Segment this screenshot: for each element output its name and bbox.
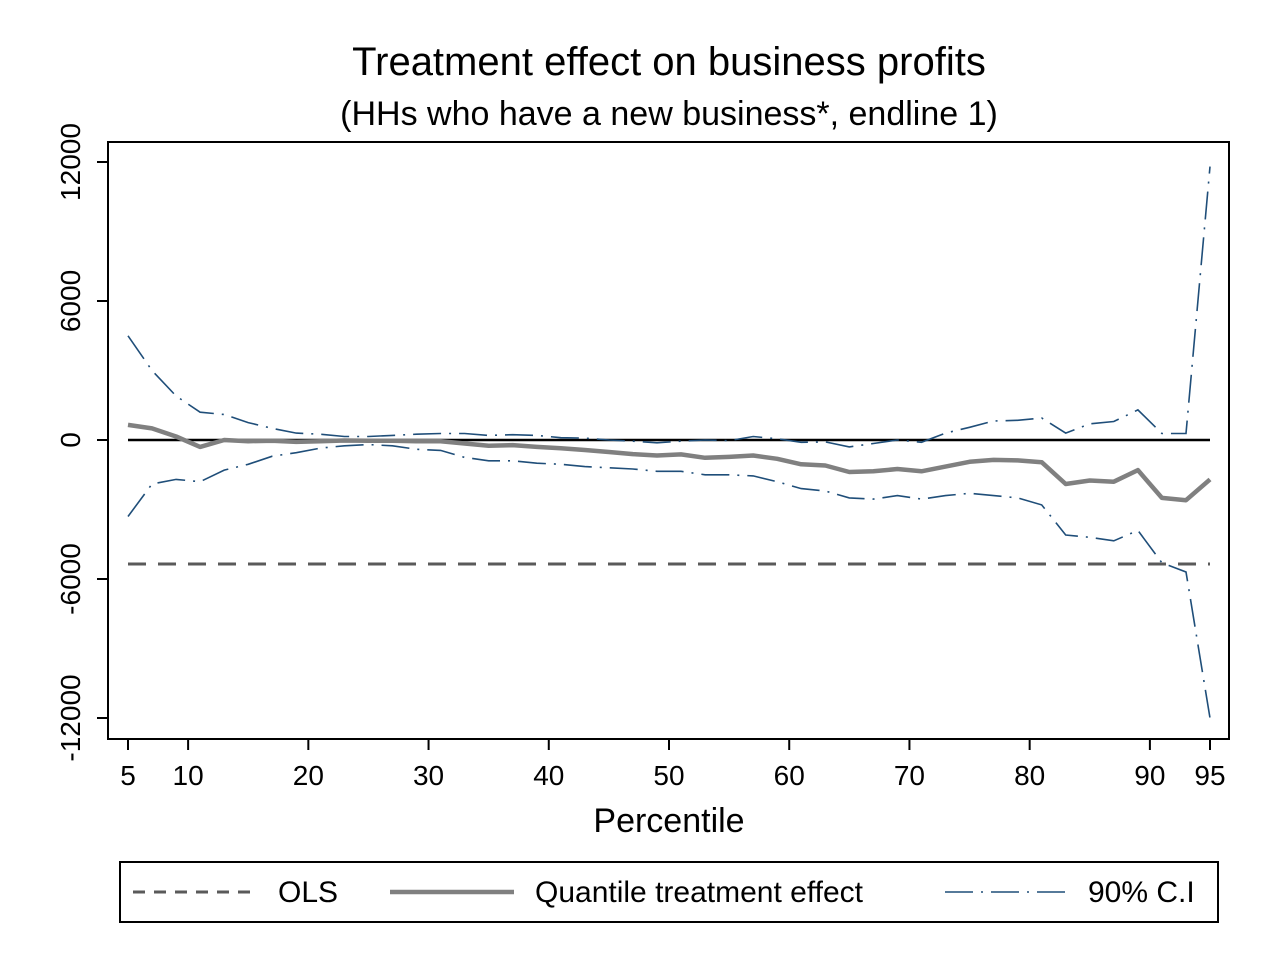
- legend: OLS Quantile treatment effect 90% C.I: [119, 861, 1219, 923]
- y-tick-label: -6000: [55, 543, 86, 615]
- plot-area: [127, 166, 1212, 719]
- chart-subtitle: (HHs who have a new business*, endline 1…: [340, 95, 998, 133]
- x-tick-label: 95: [1194, 760, 1225, 791]
- quantile-effect-line: [127, 422, 1212, 503]
- x-tick-label: 20: [293, 760, 324, 791]
- legend-quantile-label: Quantile treatment effect: [535, 876, 864, 909]
- ci-upper-line: [127, 166, 1211, 448]
- y-tick-label: 12000: [55, 123, 86, 201]
- ci-lower-line: [127, 443, 1211, 719]
- x-tick-label: 70: [894, 760, 925, 791]
- x-tick-label: 5: [120, 760, 136, 791]
- y-tick-label: 0: [55, 432, 86, 448]
- x-tick-label: 50: [653, 760, 684, 791]
- y-tick-label: -12000: [55, 674, 86, 761]
- legend-box: [119, 861, 1219, 923]
- x-tick-label: 40: [533, 760, 564, 791]
- x-tick-label: 30: [413, 760, 444, 791]
- legend-ols-label: OLS: [278, 876, 338, 909]
- x-tick-label: 60: [774, 760, 805, 791]
- y-tick-label: 6000: [55, 270, 86, 332]
- x-tick-label: 10: [173, 760, 204, 791]
- x-tick-label: 90: [1134, 760, 1165, 791]
- x-axis-title: Percentile: [593, 802, 744, 840]
- x-axis: 5 10 20 30 40 50 60 70 80 90 95: [120, 739, 1226, 791]
- legend-ci-label: 90% C.I: [1088, 876, 1195, 909]
- x-tick-label: 80: [1014, 760, 1045, 791]
- chart-title: Treatment effect on business profits: [352, 40, 986, 84]
- y-axis: -12000 -6000 0 6000 12000: [55, 123, 108, 762]
